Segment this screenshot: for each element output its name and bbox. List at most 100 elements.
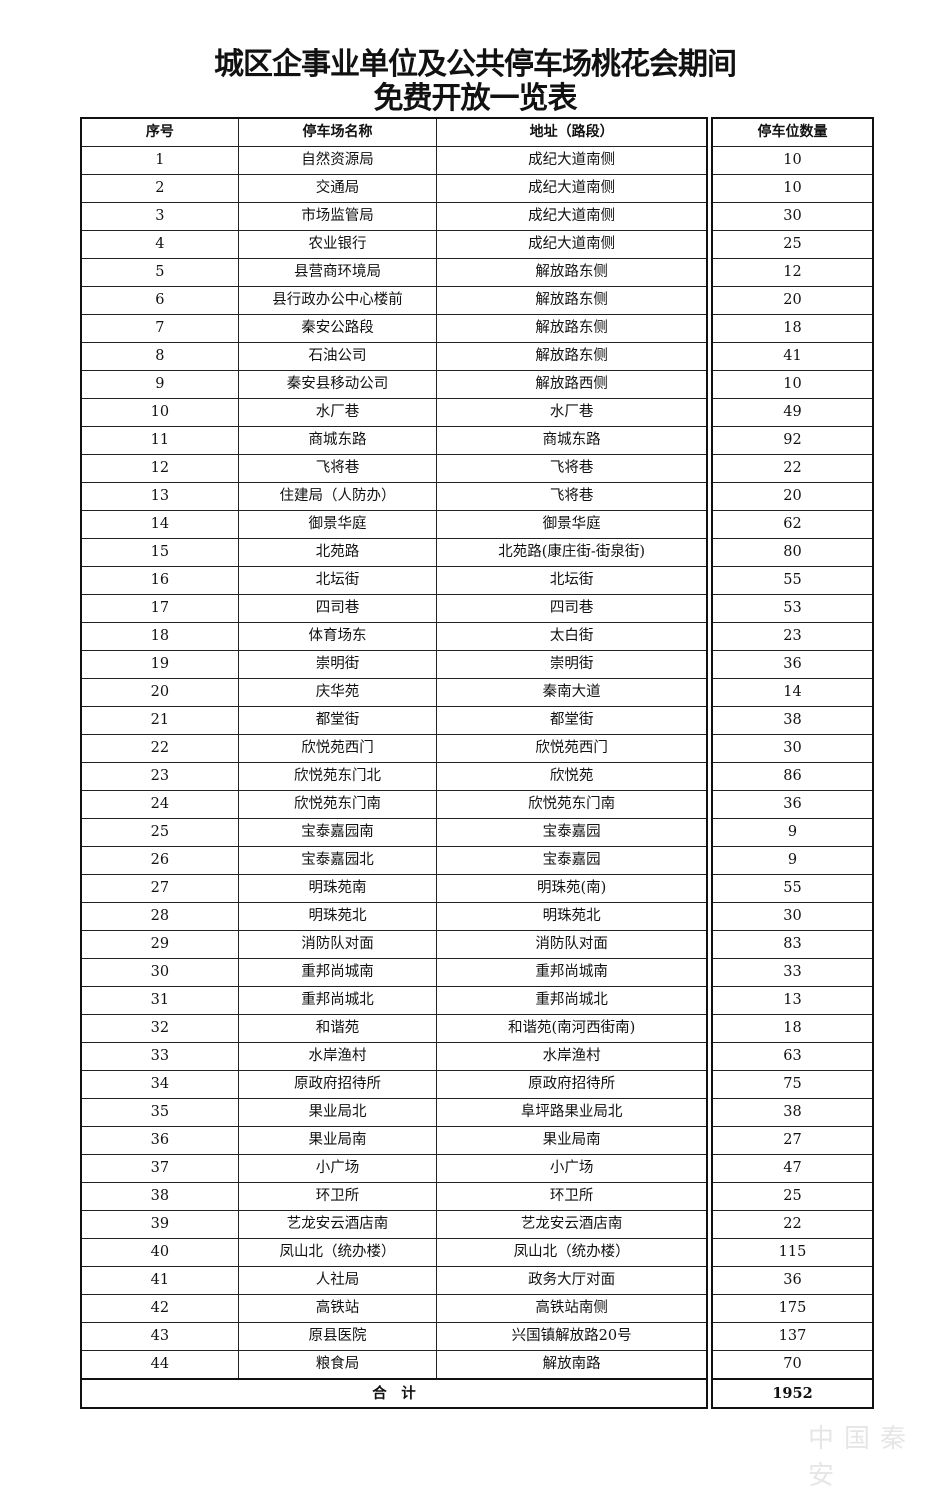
row-no: 6 bbox=[80, 286, 239, 315]
table-row: 37 小广场 小广场 bbox=[80, 1154, 708, 1183]
row-spaces: 75 bbox=[711, 1070, 874, 1099]
row-spaces: 137 bbox=[711, 1322, 874, 1351]
row-address: 明珠苑(南) bbox=[436, 874, 708, 903]
table-row: 14 bbox=[711, 678, 874, 707]
table-row: 63 bbox=[711, 1042, 874, 1071]
table-row: 10 bbox=[711, 146, 874, 175]
total-row: 合 计 bbox=[80, 1378, 708, 1409]
row-name: 凤山北（统办楼） bbox=[237, 1238, 438, 1267]
row-no: 43 bbox=[80, 1322, 239, 1351]
row-no: 41 bbox=[80, 1266, 239, 1295]
row-no: 31 bbox=[80, 986, 239, 1015]
row-address: 宝泰嘉园 bbox=[436, 846, 708, 875]
row-spaces: 9 bbox=[711, 846, 874, 875]
row-address: 解放路东侧 bbox=[436, 258, 708, 287]
row-name: 果业局南 bbox=[237, 1126, 438, 1155]
row-address: 政务大厅对面 bbox=[436, 1266, 708, 1295]
row-address: 成纪大道南侧 bbox=[436, 146, 708, 175]
header-no: 序号 bbox=[80, 117, 239, 147]
row-no: 22 bbox=[80, 734, 239, 763]
row-no: 13 bbox=[80, 482, 239, 511]
table-row: 70 bbox=[711, 1350, 874, 1380]
row-name: 原政府招待所 bbox=[237, 1070, 438, 1099]
row-no: 37 bbox=[80, 1154, 239, 1183]
row-no: 11 bbox=[80, 426, 239, 455]
header-row: 停车位数量 bbox=[711, 117, 874, 147]
table-row: 13 住建局（人防办） 飞将巷 bbox=[80, 482, 708, 511]
row-address: 成纪大道南侧 bbox=[436, 174, 708, 203]
table-row: 75 bbox=[711, 1070, 874, 1099]
table-row: 22 bbox=[711, 1210, 874, 1239]
table-row: 36 bbox=[711, 1266, 874, 1295]
table-row: 4 农业银行 成纪大道南侧 bbox=[80, 230, 708, 259]
table-row: 115 bbox=[711, 1238, 874, 1267]
row-no: 30 bbox=[80, 958, 239, 987]
row-spaces: 18 bbox=[711, 1014, 874, 1043]
row-name: 和谐苑 bbox=[237, 1014, 438, 1043]
table-row: 20 bbox=[711, 482, 874, 511]
table-row: 19 崇明街 崇明街 bbox=[80, 650, 708, 679]
row-no: 5 bbox=[80, 258, 239, 287]
row-name: 果业局北 bbox=[237, 1098, 438, 1127]
row-spaces: 175 bbox=[711, 1294, 874, 1323]
row-name: 体育场东 bbox=[237, 622, 438, 651]
row-spaces: 25 bbox=[711, 230, 874, 259]
header-row: 序号 停车场名称 地址（路段） bbox=[80, 117, 708, 147]
row-no: 44 bbox=[80, 1350, 239, 1380]
row-address: 环卫所 bbox=[436, 1182, 708, 1211]
row-address: 欣悦苑 bbox=[436, 762, 708, 791]
table-row: 34 原政府招待所 原政府招待所 bbox=[80, 1070, 708, 1099]
table-row: 86 bbox=[711, 762, 874, 791]
row-name: 原县医院 bbox=[237, 1322, 438, 1351]
row-no: 34 bbox=[80, 1070, 239, 1099]
table-row: 47 bbox=[711, 1154, 874, 1183]
row-no: 8 bbox=[80, 342, 239, 371]
table-row: 23 bbox=[711, 622, 874, 651]
row-name: 秦安县移动公司 bbox=[237, 370, 438, 399]
row-address: 解放路西侧 bbox=[436, 370, 708, 399]
row-address: 成纪大道南侧 bbox=[436, 230, 708, 259]
row-spaces: 70 bbox=[711, 1350, 874, 1380]
table-row: 9 bbox=[711, 846, 874, 875]
row-name: 人社局 bbox=[237, 1266, 438, 1295]
row-address: 飞将巷 bbox=[436, 482, 708, 511]
row-spaces: 22 bbox=[711, 454, 874, 483]
row-no: 29 bbox=[80, 930, 239, 959]
row-spaces: 80 bbox=[711, 538, 874, 567]
table-row: 83 bbox=[711, 930, 874, 959]
row-address: 北苑路(康庄街-街泉街) bbox=[436, 538, 708, 567]
table-row: 41 人社局 政务大厅对面 bbox=[80, 1266, 708, 1295]
table-row: 10 bbox=[711, 174, 874, 203]
table-row: 7 秦安公路段 解放路东侧 bbox=[80, 314, 708, 343]
row-address: 凤山北（统办楼） bbox=[436, 1238, 708, 1267]
row-spaces: 30 bbox=[711, 902, 874, 931]
row-spaces: 22 bbox=[711, 1210, 874, 1239]
row-address: 太白街 bbox=[436, 622, 708, 651]
row-name: 宝泰嘉园南 bbox=[237, 818, 438, 847]
table-row: 38 bbox=[711, 1098, 874, 1127]
table-row: 8 石油公司 解放路东侧 bbox=[80, 342, 708, 371]
row-spaces: 36 bbox=[711, 650, 874, 679]
table-row: 41 bbox=[711, 342, 874, 371]
row-address: 解放南路 bbox=[436, 1350, 708, 1380]
row-spaces: 55 bbox=[711, 874, 874, 903]
table-row: 39 艺龙安云酒店南 艺龙安云酒店南 bbox=[80, 1210, 708, 1239]
row-spaces: 115 bbox=[711, 1238, 874, 1267]
table-row: 28 明珠苑北 明珠苑北 bbox=[80, 902, 708, 931]
table-row: 13 bbox=[711, 986, 874, 1015]
row-name: 商城东路 bbox=[237, 426, 438, 455]
row-spaces: 12 bbox=[711, 258, 874, 287]
row-name: 四司巷 bbox=[237, 594, 438, 623]
row-no: 23 bbox=[80, 762, 239, 791]
row-name: 宝泰嘉园北 bbox=[237, 846, 438, 875]
page-subtitle: 免费开放一览表 bbox=[373, 81, 578, 116]
row-spaces: 63 bbox=[711, 1042, 874, 1071]
total-row: 1952 bbox=[711, 1378, 874, 1409]
row-address: 水厂巷 bbox=[436, 398, 708, 427]
row-address: 四司巷 bbox=[436, 594, 708, 623]
row-no: 1 bbox=[80, 146, 239, 175]
table-row: 2 交通局 成纪大道南侧 bbox=[80, 174, 708, 203]
table-row: 1 自然资源局 成纪大道南侧 bbox=[80, 146, 708, 175]
table-row: 35 果业局北 阜坪路果业局北 bbox=[80, 1098, 708, 1127]
table-row: 33 水岸渔村 水岸渔村 bbox=[80, 1042, 708, 1071]
